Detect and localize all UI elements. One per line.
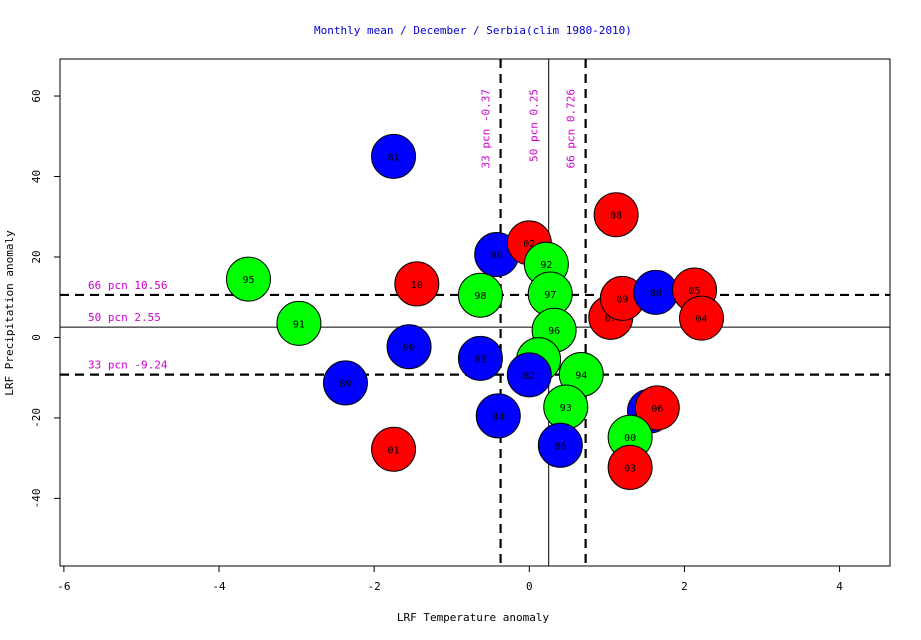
- data-point-82: [506, 352, 552, 398]
- data-point-label: 93: [560, 403, 572, 414]
- y-tick-label: 0: [30, 334, 43, 341]
- data-point-04: [679, 295, 725, 341]
- y-tick-label: 40: [30, 170, 43, 183]
- data-point-label: 83: [474, 354, 486, 365]
- data-point-label: 04: [695, 314, 707, 325]
- y-tick-label: -20: [30, 408, 43, 428]
- reference-labels: 33 pcn -0.37 50 pcn 0.25 66 pcn 0.726 66 pc…: [88, 89, 578, 372]
- data-point-label: 10: [411, 280, 423, 291]
- data-point-81: [371, 133, 417, 179]
- data-point-01: [371, 426, 417, 472]
- data-point-label: 09: [616, 294, 628, 305]
- x-tick-label: -4: [212, 580, 226, 593]
- data-point-label: 96: [548, 326, 560, 337]
- data-point-label: 91: [293, 319, 305, 330]
- data-point-label: 92: [540, 260, 552, 271]
- data-point-label: 81: [388, 152, 400, 163]
- vertical-ref-label: 66 pcn 0.726: [565, 89, 578, 168]
- data-point-label: 07: [605, 313, 617, 324]
- data-point-label: 00: [624, 433, 636, 444]
- x-tick-label: 2: [681, 580, 688, 593]
- data-point-label: 08: [610, 211, 622, 222]
- data-point-label: 90: [403, 343, 415, 354]
- horizontal-ref-label: 33 pcn -9.24: [88, 359, 168, 372]
- x-axis-label: LRF Temperature anomaly: [397, 611, 550, 624]
- data-point-label: 82: [523, 371, 535, 382]
- data-point-label: 05: [688, 286, 700, 297]
- data-point-label: 01: [388, 445, 400, 456]
- y-tick-label: -40: [30, 488, 43, 508]
- vertical-ref-label: 33 pcn -0.37: [480, 89, 493, 168]
- data-point-03: [607, 444, 653, 490]
- data-point-10: [394, 261, 440, 307]
- data-points: 8195911090890180988384029297969982949386…: [225, 133, 725, 490]
- data-point-06: [634, 385, 680, 431]
- y-axis-label: LRF Precipitation anomaly: [3, 230, 16, 396]
- y-tick-label: 60: [30, 89, 43, 102]
- chart-title: Monthly mean / December / Serbia(clim 19…: [314, 24, 632, 37]
- horizontal-ref-label: 66 pcn 10.56: [88, 279, 167, 292]
- x-tick-label: 0: [526, 580, 533, 593]
- data-point-89: [322, 360, 368, 406]
- data-point-label: 98: [474, 291, 486, 302]
- data-point-label: 03: [624, 463, 636, 474]
- data-point-label: 86: [554, 441, 566, 452]
- data-point-label: 89: [339, 379, 351, 390]
- data-point-90: [386, 324, 432, 370]
- data-point-label: 88: [650, 288, 662, 299]
- data-point-label: 84: [492, 412, 504, 423]
- x-axis: -6 -4 -2 0 2 4: [57, 566, 843, 593]
- data-point-91: [276, 300, 322, 346]
- data-point-95: [225, 256, 271, 302]
- vertical-ref-label: 50 pcn 0.25: [528, 89, 541, 162]
- reference-lines: [60, 59, 890, 566]
- y-axis: -40 -20 0 20 40 60: [30, 89, 60, 508]
- data-point-label: 80: [491, 251, 503, 262]
- data-point-label: 06: [651, 404, 663, 415]
- data-point-label: 94: [575, 370, 587, 381]
- data-point-label: 02: [523, 239, 535, 250]
- data-point-98: [457, 272, 503, 318]
- x-tick-label: -2: [368, 580, 381, 593]
- data-point-08: [593, 192, 639, 238]
- data-point-84: [475, 393, 521, 439]
- data-point-86: [537, 422, 583, 468]
- data-point-label: 97: [544, 290, 556, 301]
- horizontal-ref-label: 50 pcn 2.55: [88, 311, 161, 324]
- x-tick-label: -6: [57, 580, 70, 593]
- data-point-83: [457, 335, 503, 381]
- data-point-label: 95: [242, 275, 254, 286]
- plot-frame: [59, 58, 891, 567]
- x-tick-label: 4: [836, 580, 843, 593]
- y-tick-label: 20: [30, 250, 43, 263]
